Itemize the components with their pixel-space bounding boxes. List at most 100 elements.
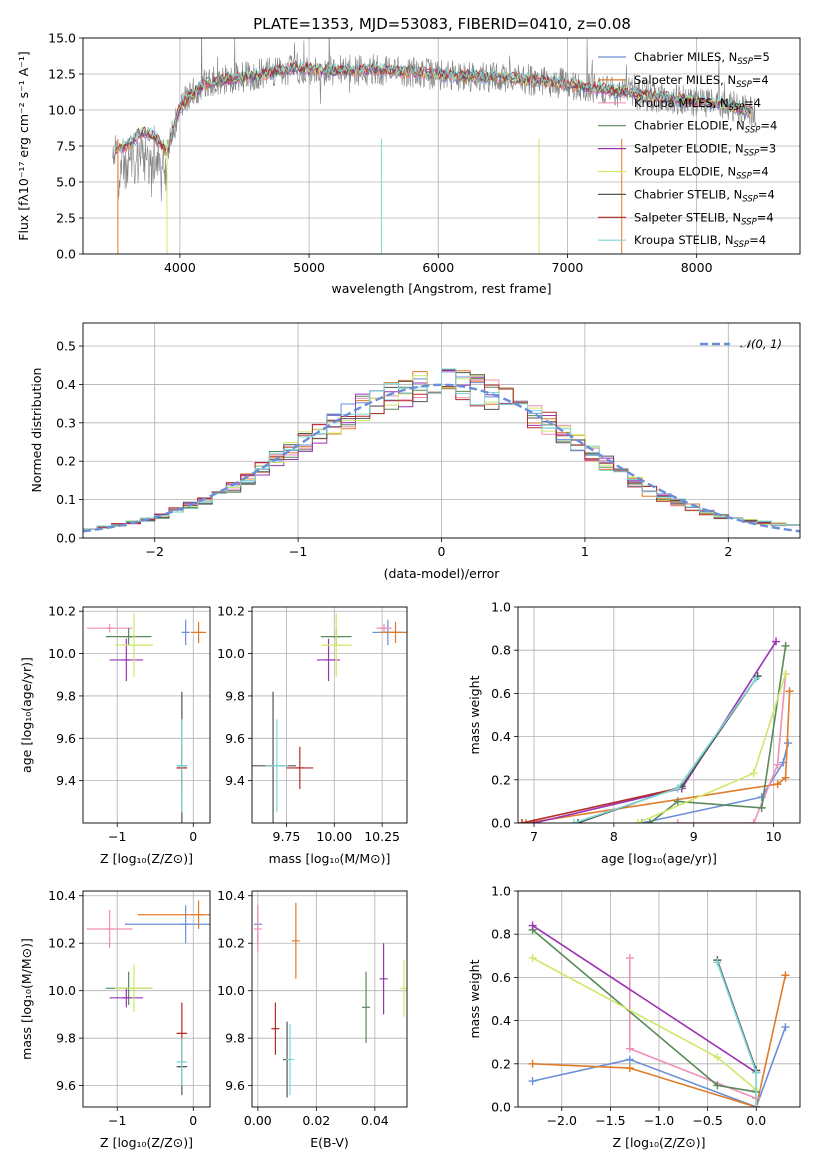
legend-entry: Salpeter MILES, NSSP=4 [634, 73, 769, 90]
grid-lines [518, 606, 800, 824]
plus-marker [713, 1053, 722, 1062]
x-tick-label: 0.0 [746, 1113, 766, 1128]
x-axis-label: E(B-V) [310, 1135, 349, 1150]
errorbar-kroupa-miles [376, 623, 392, 633]
y-axis-label: Normed distribution [29, 368, 44, 493]
x-tick-label: −2.0 [547, 1113, 577, 1128]
x-tick-label: −1 [108, 829, 126, 844]
x-tick-label: 0.00 [244, 1113, 272, 1128]
series-chabrier-miles [528, 1023, 790, 1107]
errorbar-salpeter-stelib [286, 746, 314, 790]
histogram-kroupa-stelib [83, 368, 800, 530]
errorbar-kroupa-stelib [176, 1038, 188, 1086]
normal-distribution-curve [83, 383, 800, 533]
plus-marker [752, 1068, 761, 1077]
y-axis-label: Flux [fλ10⁻¹⁷ erg cm⁻² s⁻¹ A⁻¹] [16, 51, 31, 240]
y-tick-label: 9.6 [225, 731, 245, 746]
y-tick-label: 10.2 [217, 936, 245, 951]
plus-marker [749, 769, 758, 778]
plus-marker [713, 1081, 722, 1090]
y-tick-label: 10.4 [217, 888, 245, 903]
plus-marker [752, 1103, 761, 1107]
panel-3: −1 0 9.4 9.6 9.8 10.0 10.2 Z [log₁₀(Z/Z⊙)] age [… [19, 604, 211, 866]
errorbar-chabrier-elodie [105, 628, 152, 646]
x-tick-label: 10.00 [316, 829, 352, 844]
y-tick-label: 5.0 [56, 175, 76, 190]
panel-5: 7 8 9 10 0.0 0.2 0.4 0.6 0.8 1.0 age [log₁₀(age/yr… [467, 600, 801, 866]
x-tick-label: 1 [581, 544, 589, 559]
plus-marker [625, 1064, 634, 1073]
y-tick-label: 7.5 [56, 139, 76, 154]
legend-entry: Chabrier MILES, NSSP=5 [634, 50, 770, 67]
x-tick-label: 0 [189, 829, 197, 844]
x-tick-label: 0 [189, 1113, 197, 1128]
x-tick-label: 0.02 [302, 1113, 330, 1128]
plus-marker [772, 637, 781, 646]
y-tick-label: 0.0 [56, 531, 76, 546]
errorbar-chabrier-miles [181, 619, 190, 646]
errorbar-salpeter-elodie [109, 638, 144, 682]
series-line [532, 929, 757, 1093]
axes-frame [517, 890, 801, 1108]
errorbar-salpeter-miles [190, 621, 207, 643]
y-tick-label: 0.2 [491, 772, 511, 787]
panel-7: 0.00 0.02 0.04 9.6 9.8 10.0 10.2 10.4 E(B-V) [217, 888, 408, 1150]
y-tick-label: 10.0 [48, 983, 76, 998]
y-tick-label: 0.6 [491, 970, 511, 985]
panel-4: 9.75 10.00 10.25 9.4 9.6 9.8 10.0 10.2 mass [log… [217, 604, 408, 866]
errorbar-kroupa-miles [253, 905, 262, 953]
errorbar-salpeter-stelib [271, 1002, 280, 1055]
legend-entry: Kroupa MILES, NSSP=4 [634, 96, 761, 113]
series-salpeter-miles [521, 687, 794, 823]
y-tick-label: 0.4 [491, 1013, 511, 1028]
series-line [677, 673, 787, 823]
x-tick-label: 4000 [164, 260, 196, 275]
plus-marker [625, 1044, 634, 1053]
legend-entry: Chabrier STELIB, NSSP=4 [634, 187, 775, 204]
plus-marker [673, 819, 682, 823]
legend: Chabrier MILES, NSSP=5 Salpeter MILES, NS… [598, 50, 777, 250]
legend-entry: Kroupa STELIB, NSSP=4 [634, 233, 766, 250]
panel-1: 4000 5000 6000 7000 8000 0.0 2.5 5.0 7.5 10.0 12.5… [16, 31, 801, 296]
plus-marker [518, 819, 526, 823]
series-salpeter-elodie [528, 921, 761, 1077]
y-tick-label: 0.8 [491, 643, 511, 658]
legend-entry: Salpeter ELODIE, NSSP=3 [634, 142, 776, 159]
axes-frame [517, 606, 801, 824]
x-axis-label: wavelength [Angstrom, rest frame] [331, 281, 551, 296]
plus-marker [781, 641, 790, 650]
series-line [532, 924, 757, 1074]
y-tick-label: 10.2 [217, 604, 245, 619]
y-tick-label: 9.6 [56, 731, 76, 746]
y-tick-label: 10.2 [48, 936, 76, 951]
x-tick-label: 8 [610, 829, 618, 844]
grid-lines [83, 891, 210, 1107]
y-tick-label: 10.2 [48, 604, 76, 619]
y-tick-label: 9.4 [56, 773, 76, 788]
model-spectrum-kroupa-stelib [114, 61, 753, 152]
plus-marker [573, 819, 582, 823]
plus-marker [528, 921, 537, 930]
errorbar-kroupa-stelib [286, 1023, 295, 1096]
x-tick-label: 0.04 [361, 1113, 389, 1128]
y-tick-label: 9.6 [56, 1078, 76, 1093]
plus-marker [713, 958, 722, 967]
x-tick-label: −1.5 [595, 1113, 625, 1128]
x-axis-label: (data-model)/error [384, 566, 501, 581]
plus-marker [569, 819, 578, 823]
x-tick-label: 6000 [422, 260, 454, 275]
y-tick-label: 10.0 [48, 646, 76, 661]
errorbar-kroupa-stelib [176, 719, 188, 813]
series-kroupa-stelib [569, 674, 761, 823]
axes-frame [251, 606, 408, 824]
x-tick-label: 0 [438, 544, 446, 559]
series-line [532, 975, 787, 1107]
y-tick-label: 0.0 [491, 1100, 511, 1115]
errorbar-salpeter-elodie [109, 988, 144, 1008]
plus-marker [528, 953, 537, 962]
grid-lines [252, 891, 407, 1107]
series-line [525, 691, 791, 823]
y-tick-label: 9.8 [225, 1031, 245, 1046]
plot-area [112, 38, 757, 254]
y-axis-label: mass weight [467, 959, 482, 1038]
